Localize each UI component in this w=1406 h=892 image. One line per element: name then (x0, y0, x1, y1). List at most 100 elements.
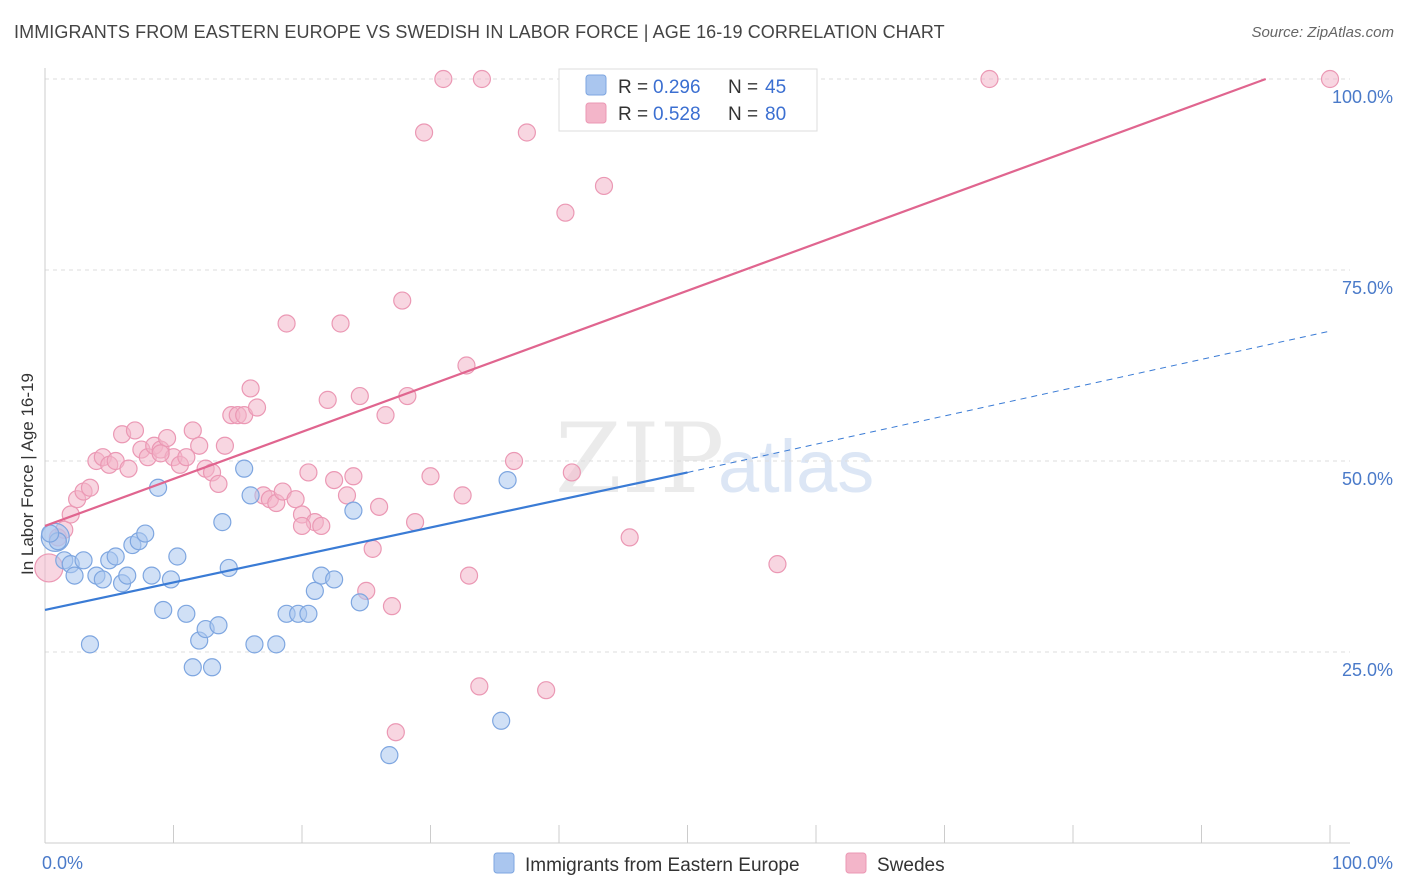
point-blue (235, 459, 254, 478)
watermark-atlas: atlas (718, 425, 874, 508)
point-pink (299, 463, 318, 482)
watermark-zip: ZIP (555, 403, 724, 515)
legend-swatch-blue (585, 74, 607, 96)
point-pink (382, 597, 402, 616)
bottom-legend-label-pink: Swedes (877, 855, 945, 876)
gridlines (45, 78, 1350, 653)
point-pink (344, 467, 363, 486)
bottom-legend-label-blue: Immigrants from Eastern Europe (525, 855, 800, 876)
point-pink (470, 677, 489, 696)
point-blue (245, 635, 264, 654)
point-pink (421, 467, 440, 486)
legend-r-value-blue: 0.296 (653, 77, 701, 98)
axes (44, 68, 1350, 844)
point-pink (537, 681, 556, 700)
point-blue (344, 501, 363, 520)
point-pink (405, 513, 425, 532)
source-label: Source: ZipAtlas.com (1251, 24, 1394, 41)
point-pink (1320, 69, 1340, 89)
point-pink (453, 486, 472, 505)
point-blue (93, 570, 112, 589)
point-pink (241, 379, 260, 398)
chart-title: IMMIGRANTS FROM EASTERN EUROPE VS SWEDIS… (14, 22, 945, 42)
legend-n-label-blue: N = (728, 77, 758, 98)
point-blue (202, 658, 222, 677)
legend-r-value-pink: 0.528 (653, 104, 701, 125)
point-blue (65, 566, 84, 585)
point-blue (106, 547, 125, 566)
point-blue (136, 524, 155, 543)
point-pink (209, 474, 228, 494)
point-blue (209, 616, 228, 635)
bottom-legend-swatch-pink (845, 852, 867, 874)
point-blue (80, 635, 100, 654)
legend-n-label-pink: N = (728, 104, 758, 125)
point-pink (318, 390, 337, 409)
point-pink (472, 69, 491, 89)
y-tick-label-100: 100.0% (1332, 87, 1393, 107)
bottom-legend-swatch-blue (493, 852, 515, 874)
point-pink (517, 123, 536, 142)
point-pink (562, 463, 581, 482)
point-blue (305, 581, 324, 600)
point-pink (325, 471, 344, 490)
point-blue (142, 566, 161, 585)
point-pink (215, 436, 234, 455)
point-pink (337, 486, 357, 505)
point-pink (312, 516, 331, 536)
point-blue (41, 524, 60, 543)
point-pink (292, 516, 312, 536)
point-pink (151, 444, 170, 463)
point-pink (386, 723, 405, 742)
point-blue (350, 593, 369, 612)
point-blue (168, 547, 187, 566)
legend-n-value-blue: 45 (765, 77, 786, 98)
point-pink (331, 314, 350, 333)
watermark: ZIP atlas (555, 403, 874, 515)
legend-n-value-pink: 80 (765, 104, 786, 125)
legend-r-label-pink: R = (618, 104, 648, 125)
trend-line-blue (44, 471, 688, 612)
tick-labels: 25.0% 50.0% 75.0% 100.0% 0.0% 100.0% (42, 87, 1393, 873)
point-blue (241, 486, 260, 505)
point-pink (414, 123, 434, 142)
point-pink (620, 528, 639, 547)
point-pink (190, 436, 209, 455)
point-pink (556, 203, 575, 222)
point-blue (492, 711, 511, 730)
point-blue (74, 551, 93, 570)
point-blue (118, 566, 137, 585)
point-blue (183, 658, 202, 677)
point-pink (363, 539, 382, 558)
point-blue (380, 746, 399, 765)
point-blue (177, 604, 196, 623)
point-blue (213, 513, 232, 532)
point-pink (459, 566, 479, 585)
point-pink (183, 421, 202, 440)
point-pink (119, 459, 138, 478)
point-pink (370, 497, 389, 516)
point-blue (267, 635, 286, 654)
x-tick-label-max: 100.0% (1332, 853, 1393, 873)
x-tick-label-min: 0.0% (42, 853, 83, 873)
point-pink (80, 478, 100, 497)
trend-lines (44, 77, 1331, 612)
point-blue (219, 558, 238, 578)
point-blue (299, 604, 318, 623)
legend: R = 0.296 N = 45 R = 0.528 N = 80 (558, 68, 818, 132)
y-tick-label-25: 25.0% (1342, 660, 1393, 680)
bottom-legend: Immigrants from Eastern Europe Swedes (493, 852, 945, 876)
y-axis-title: In Labor Force | Age 16-19 (18, 373, 37, 575)
point-pink (768, 555, 787, 574)
point-pink (594, 176, 614, 196)
point-blue (325, 570, 344, 589)
point-pink (177, 448, 196, 467)
point-pink (247, 398, 267, 417)
legend-r-label-blue: R = (618, 77, 648, 98)
point-pink (277, 314, 296, 333)
point-pink (350, 386, 369, 406)
legend-swatch-pink (585, 102, 607, 124)
y-tick-label-50: 50.0% (1342, 469, 1393, 489)
trend-line-pink (44, 77, 1267, 527)
